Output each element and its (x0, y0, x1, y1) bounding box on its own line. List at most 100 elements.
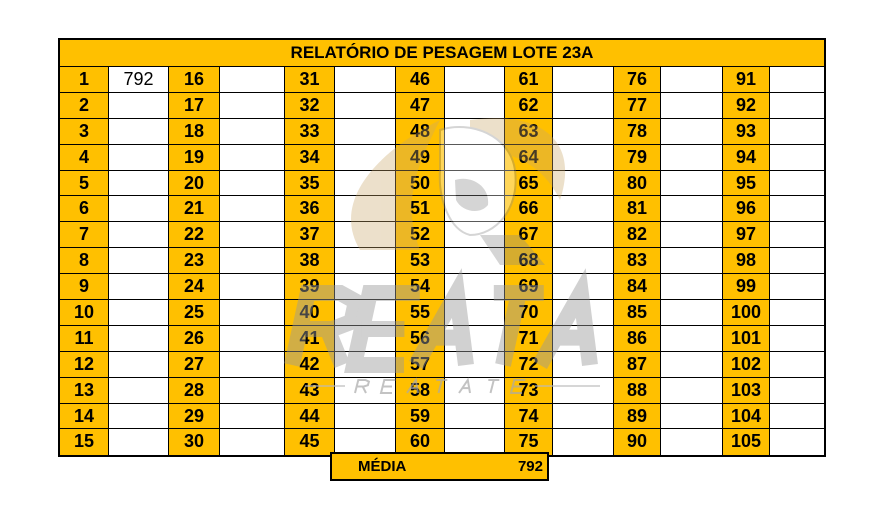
entry-weight-cell[interactable] (220, 325, 285, 352)
entry-weight-cell[interactable] (335, 196, 396, 223)
entry-weight-cell[interactable] (553, 196, 614, 223)
entry-weight-cell[interactable] (109, 196, 169, 223)
entry-weight-cell[interactable] (335, 403, 396, 430)
entry-weight-cell[interactable] (109, 403, 169, 430)
entry-weight-cell[interactable] (335, 144, 396, 171)
entry-weight-cell[interactable] (335, 222, 396, 249)
entry-weight-cell[interactable] (553, 248, 614, 275)
entry-weight-cell[interactable] (445, 196, 505, 223)
entry-weight-cell[interactable] (109, 429, 169, 456)
entry-weight-cell[interactable] (220, 170, 285, 197)
entry-weight-cell[interactable] (220, 248, 285, 275)
entry-weight-cell[interactable] (220, 351, 285, 378)
entry-weight-cell[interactable] (445, 274, 505, 301)
entry-weight-cell[interactable] (553, 300, 614, 326)
entry-weight-cell[interactable] (553, 170, 614, 197)
entry-weight-cell[interactable] (445, 351, 505, 378)
entry-weight-cell[interactable] (109, 377, 169, 404)
entry-weight-cell[interactable] (445, 403, 505, 430)
entry-weight-cell[interactable] (553, 351, 614, 378)
entry-weight-cell[interactable] (553, 92, 614, 119)
entry-weight-cell[interactable] (553, 325, 614, 352)
entry-weight-cell[interactable] (335, 429, 396, 456)
entry-weight-cell[interactable] (220, 429, 285, 456)
entry-weight-cell[interactable] (770, 196, 824, 223)
entry-weight-cell[interactable] (770, 300, 824, 326)
entry-weight-cell[interactable] (220, 403, 285, 430)
entry-weight-cell[interactable] (109, 351, 169, 378)
entry-weight-cell[interactable] (553, 222, 614, 249)
entry-weight-cell[interactable] (445, 377, 505, 404)
entry-weight-cell[interactable] (445, 170, 505, 197)
entry-weight-cell[interactable] (770, 429, 824, 456)
entry-weight-cell[interactable] (445, 325, 505, 352)
entry-weight-cell[interactable] (335, 300, 396, 326)
entry-weight-cell[interactable] (445, 429, 505, 456)
entry-weight-cell[interactable] (661, 377, 723, 404)
entry-weight-cell[interactable] (220, 118, 285, 145)
entry-weight-cell[interactable] (770, 144, 824, 171)
entry-weight-cell[interactable] (445, 144, 505, 171)
entry-weight-cell[interactable] (770, 170, 824, 197)
entry-weight-cell[interactable] (553, 118, 614, 145)
entry-weight-cell[interactable] (109, 274, 169, 301)
entry-weight-cell[interactable] (553, 429, 614, 456)
entry-weight-cell[interactable] (661, 351, 723, 378)
entry-weight-cell[interactable] (445, 222, 505, 249)
entry-weight-cell[interactable] (109, 300, 169, 326)
entry-weight-cell[interactable] (661, 325, 723, 352)
entry-weight-cell[interactable] (770, 351, 824, 378)
entry-weight-cell[interactable] (335, 248, 396, 275)
entry-weight-cell[interactable] (220, 67, 285, 93)
entry-weight-cell[interactable] (109, 92, 169, 119)
entry-weight-cell[interactable] (661, 170, 723, 197)
entry-weight-cell[interactable] (445, 248, 505, 275)
entry-weight-cell[interactable] (445, 300, 505, 326)
entry-weight-cell[interactable] (220, 377, 285, 404)
entry-weight-cell[interactable] (220, 144, 285, 171)
entry-weight-cell[interactable] (770, 325, 824, 352)
entry-weight-cell[interactable]: 792 (109, 67, 169, 93)
entry-weight-cell[interactable] (335, 274, 396, 301)
entry-weight-cell[interactable] (109, 325, 169, 352)
entry-weight-cell[interactable] (335, 377, 396, 404)
entry-weight-cell[interactable] (109, 144, 169, 171)
entry-weight-cell[interactable] (661, 92, 723, 119)
entry-weight-cell[interactable] (661, 274, 723, 301)
entry-weight-cell[interactable] (770, 67, 824, 93)
entry-weight-cell[interactable] (770, 403, 824, 430)
entry-weight-cell[interactable] (335, 92, 396, 119)
entry-weight-cell[interactable] (661, 403, 723, 430)
entry-weight-cell[interactable] (770, 248, 824, 275)
entry-weight-cell[interactable] (109, 248, 169, 275)
entry-weight-cell[interactable] (770, 118, 824, 145)
entry-weight-cell[interactable] (109, 222, 169, 249)
entry-weight-cell[interactable] (661, 222, 723, 249)
entry-weight-cell[interactable] (335, 67, 396, 93)
entry-weight-cell[interactable] (445, 118, 505, 145)
entry-weight-cell[interactable] (335, 325, 396, 352)
entry-weight-cell[interactable] (553, 144, 614, 171)
entry-weight-cell[interactable] (553, 403, 614, 430)
entry-weight-cell[interactable] (661, 300, 723, 326)
entry-weight-cell[interactable] (661, 144, 723, 171)
entry-weight-cell[interactable] (220, 274, 285, 301)
entry-weight-cell[interactable] (770, 377, 824, 404)
entry-weight-cell[interactable] (661, 118, 723, 145)
entry-weight-cell[interactable] (553, 377, 614, 404)
entry-weight-cell[interactable] (335, 351, 396, 378)
entry-weight-cell[interactable] (661, 248, 723, 275)
entry-weight-cell[interactable] (770, 222, 824, 249)
entry-weight-cell[interactable] (220, 300, 285, 326)
entry-weight-cell[interactable] (553, 274, 614, 301)
average-value[interactable]: 792 (517, 458, 543, 475)
entry-weight-cell[interactable] (335, 170, 396, 197)
entry-weight-cell[interactable] (220, 196, 285, 223)
entry-weight-cell[interactable] (220, 92, 285, 119)
entry-weight-cell[interactable] (661, 67, 723, 93)
entry-weight-cell[interactable] (770, 92, 824, 119)
entry-weight-cell[interactable] (445, 92, 505, 119)
entry-weight-cell[interactable] (335, 118, 396, 145)
entry-weight-cell[interactable] (770, 274, 824, 301)
entry-weight-cell[interactable] (553, 67, 614, 93)
